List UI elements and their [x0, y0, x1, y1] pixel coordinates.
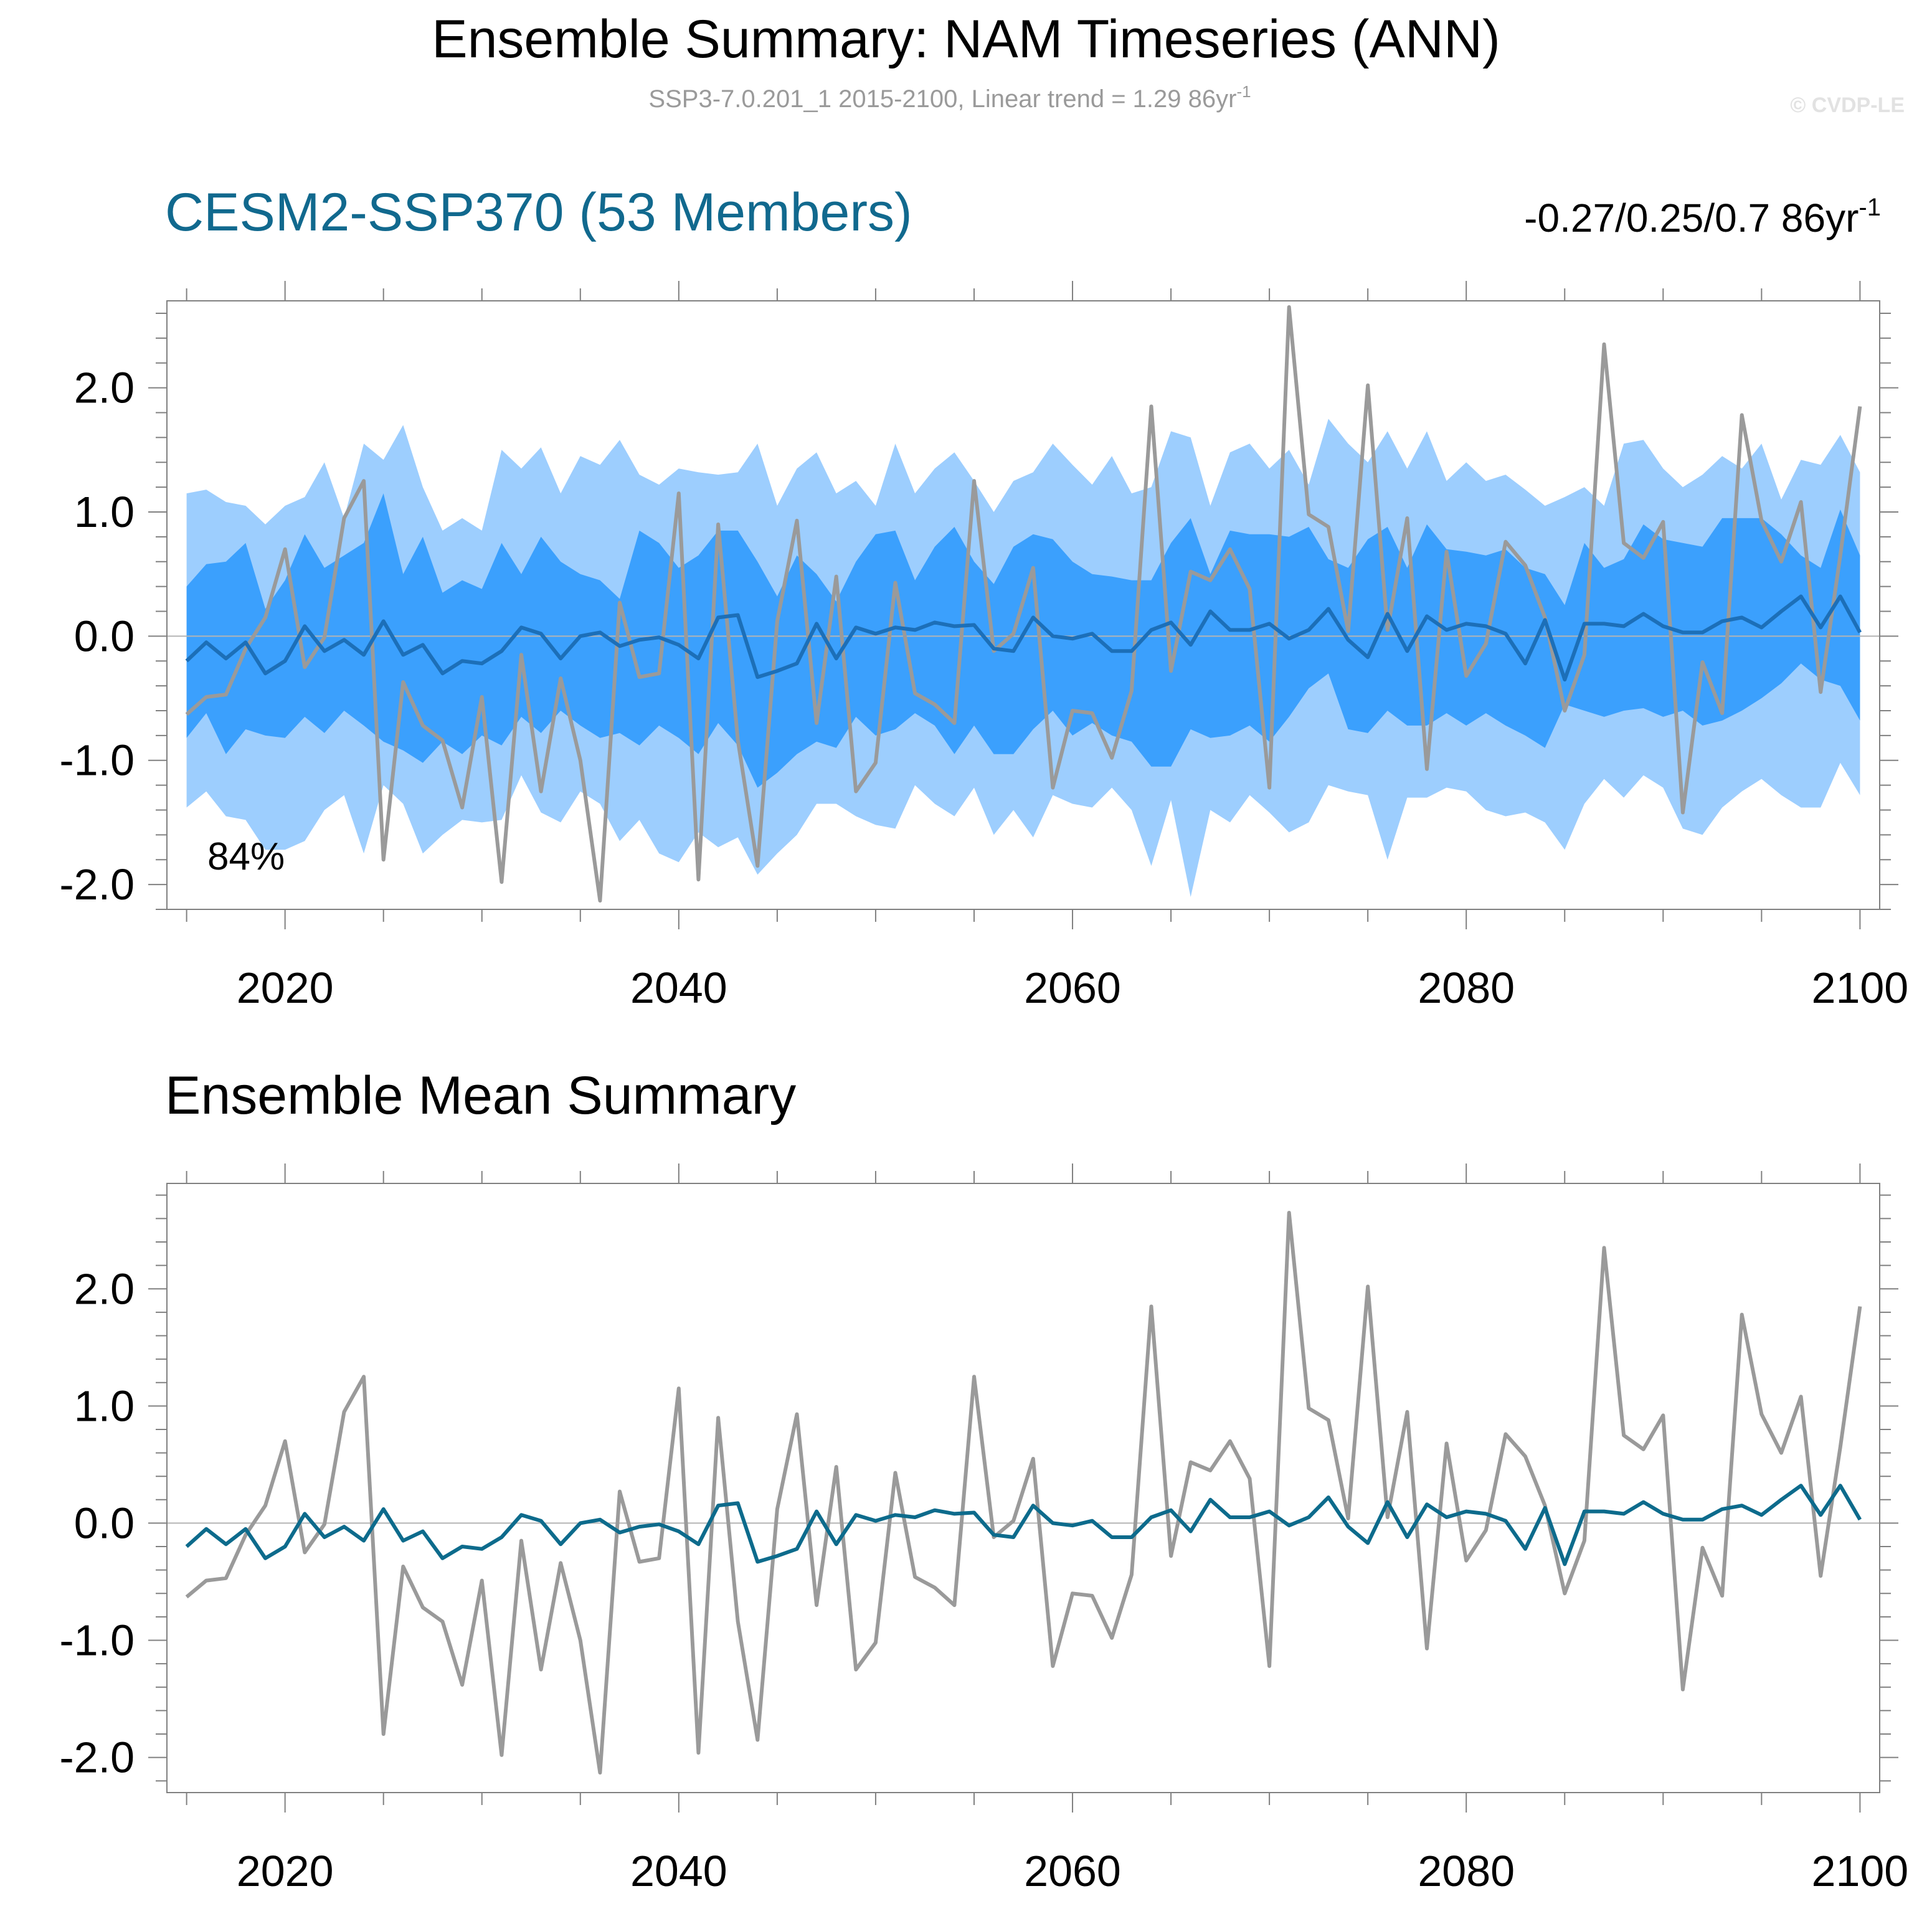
- y-tick-label: 2.0: [74, 1264, 135, 1313]
- top-panel-trend-label: -0.27/0.25/0.7 86yr-1: [1524, 194, 1881, 240]
- top-panel-title: CESM2-SSP370 (53 Members): [165, 182, 912, 242]
- figure-subtitle: SSP3-7.0.201_1 2015-2100, Linear trend =…: [648, 82, 1251, 113]
- x-tick-label: 2060: [1024, 1847, 1121, 1895]
- y-tick-label: 0.0: [74, 612, 135, 660]
- x-tick-label: 2060: [1024, 964, 1121, 1012]
- bottom-panel-title: Ensemble Mean Summary: [165, 1066, 796, 1125]
- copyright-label: © CVDP-LE: [1790, 93, 1905, 117]
- y-tick-label: -2.0: [59, 860, 135, 909]
- x-tick-label: 2100: [1812, 1847, 1909, 1895]
- axis-ticks: [148, 281, 1898, 929]
- y-tick-label: 1.0: [74, 1381, 135, 1430]
- y-tick-label: -2.0: [59, 1733, 135, 1782]
- trend-label-sup: -1: [1859, 194, 1881, 221]
- y-tick-label: 0.0: [74, 1499, 135, 1547]
- subtitle-text: SSP3-7.0.201_1 2015-2100, Linear trend =…: [648, 85, 1236, 113]
- top-panel: CESM2-SSP370 (53 Members) -0.27/0.25/0.7…: [59, 182, 1908, 1012]
- top-plot-area: 2020 2040 2060 2080 2100 -2.0 -1.0 0.0 1.0 2.0: [59, 281, 1908, 1012]
- x-tick-label: 2080: [1418, 1847, 1515, 1895]
- x-tick-label: 2040: [630, 1847, 727, 1895]
- plot-frame: [166, 300, 1880, 910]
- y-tick-label: 2.0: [74, 364, 135, 412]
- ensemble-mean-line: [185, 1484, 1862, 1566]
- ensemble-mean-line: [185, 594, 1862, 682]
- subtitle-sup: -1: [1236, 82, 1251, 101]
- observation-line: [185, 1211, 1862, 1775]
- bottom-panel: Ensemble Mean Summary 2020 2040 2060 2080 21…: [59, 1066, 1908, 1895]
- observation-line: [185, 305, 1862, 903]
- percent-annotation: 84%: [207, 835, 285, 878]
- y-tick-label: 1.0: [74, 488, 135, 536]
- plot-frame: [166, 1183, 1880, 1793]
- x-tick-label: 2080: [1418, 964, 1515, 1012]
- figure-title: Ensemble Summary: NAM Timeseries (ANN): [432, 9, 1500, 69]
- x-tick-label: 2100: [1812, 964, 1909, 1012]
- x-tick-label: 2020: [237, 964, 334, 1012]
- x-tick-label: 2020: [237, 1847, 334, 1895]
- y-tick-label: -1.0: [59, 1616, 135, 1665]
- x-tick-label: 2040: [630, 964, 727, 1012]
- axis-ticks: [148, 1163, 1898, 1813]
- trend-label-text: -0.27/0.25/0.7 86yr: [1524, 196, 1859, 240]
- inner-spread-band: [186, 493, 1860, 788]
- y-tick-label: -1.0: [59, 736, 135, 785]
- bottom-plot-area: 2020 2040 2060 2080 2100 -2.0 -1.0 0.0 1.0 2.0: [59, 1163, 1908, 1895]
